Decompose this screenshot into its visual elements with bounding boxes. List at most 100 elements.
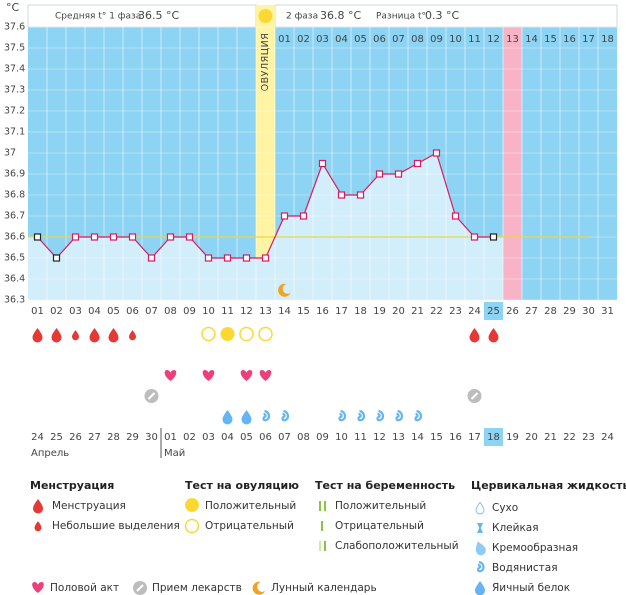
y-tick-label: 36.5 [4, 253, 25, 264]
x-tick-label: 26 [506, 306, 519, 317]
moon-icon [252, 581, 265, 595]
x-tick-label: 24 [468, 306, 481, 317]
x-tick-label: 28 [544, 306, 557, 317]
x-tick-label: 04 [88, 306, 101, 317]
cycle-day-label: 05 [354, 34, 367, 45]
temperature-point [432, 149, 441, 157]
date-label: 24 [601, 432, 614, 443]
temperature-point [147, 254, 156, 262]
egg-icon [475, 581, 485, 595]
legend-item: Сухо [492, 502, 518, 514]
legend-title: Тест на овуляцию [185, 479, 299, 492]
menstruation-icon [89, 328, 100, 343]
heart-icon [164, 370, 177, 381]
watery-icon [476, 560, 485, 573]
temperature-point [394, 170, 403, 178]
date-label: 01 [164, 432, 177, 443]
legend-item: Прием лекарств [152, 582, 242, 594]
heart-icon [259, 370, 272, 381]
pill-icon [133, 581, 147, 595]
cycle-day-label: 14 [525, 34, 538, 45]
legend-item: Положительный [205, 500, 296, 512]
date-label: 28 [107, 432, 120, 443]
y-tick-label: 37.4 [4, 64, 25, 75]
menstruation-icon [51, 328, 62, 343]
creamy-icon [475, 541, 486, 556]
cycle-day-label: 13 [506, 34, 519, 45]
watery-icon [281, 409, 290, 422]
dry-icon [475, 501, 485, 515]
x-tick-label: 19 [373, 306, 386, 317]
spotting-icon [72, 330, 79, 341]
date-label: 22 [563, 432, 576, 443]
watery-icon [395, 409, 404, 422]
heart-icon [240, 370, 253, 381]
date-label: 19 [506, 432, 519, 443]
watery-icon [338, 409, 347, 422]
x-tick-label: 18 [354, 306, 367, 317]
temperature-point [33, 233, 42, 241]
cycle-day-label: 17 [582, 34, 595, 45]
x-tick-label: 07 [145, 306, 158, 317]
ov-positive-icon [220, 327, 235, 341]
ov-negative-icon [201, 326, 216, 342]
temperature-point [470, 233, 479, 241]
date-label: 05 [240, 432, 253, 443]
legend-title: Цервикальная жидкость [471, 479, 626, 492]
x-tick-label: 15 [297, 306, 310, 317]
y-tick-label: 37.3 [4, 85, 25, 96]
x-tick-label: 10 [202, 306, 215, 317]
spotting-icon [129, 330, 136, 341]
pill-icon [144, 389, 159, 403]
x-tick-label: 11 [221, 306, 234, 317]
legend-item: Отрицательный [335, 520, 424, 532]
date-label: 20 [525, 432, 538, 443]
x-tick-label: 14 [278, 306, 291, 317]
legend-item: Кремообразная [492, 542, 578, 554]
ov-negative-icon [258, 326, 273, 342]
x-tick-label: 01 [31, 306, 44, 317]
y-tick-label: 37.1 [4, 127, 25, 138]
y-tick-label: 37.6 [4, 22, 25, 33]
y-tick-label: 36.9 [4, 169, 25, 180]
temperature-point [375, 170, 384, 178]
temperature-point [166, 233, 175, 241]
temperature-point [71, 233, 80, 241]
y-tick-label: 36.4 [4, 274, 25, 285]
x-tick-label: 27 [525, 306, 538, 317]
x-tick-label: 31 [601, 306, 614, 317]
egg-icon [222, 410, 233, 425]
watery-icon [357, 409, 366, 422]
date-label: 23 [582, 432, 595, 443]
watery-icon [414, 409, 423, 422]
cycle-day-label: 01 [278, 34, 291, 45]
y-tick-label: 36.7 [4, 211, 25, 222]
area [28, 153, 503, 300]
moon-icon [278, 283, 291, 297]
temperature-point [223, 254, 232, 262]
temperature-point [299, 212, 308, 220]
x-tick-label: 20 [392, 306, 405, 317]
x-tick-label: 12 [240, 306, 253, 317]
date-label: 25 [50, 432, 63, 443]
x-tick-label: 21 [411, 306, 424, 317]
temperature-point [337, 191, 346, 199]
temperature-point [280, 212, 289, 220]
cycle-day-label: 04 [335, 34, 348, 45]
date-label: 06 [259, 432, 272, 443]
y-tick-label: 37 [4, 148, 16, 159]
header-value: 0.3 °C [425, 9, 459, 22]
date-label: 04 [221, 432, 234, 443]
pill-icon [467, 389, 482, 403]
menstruation-icon [488, 328, 499, 343]
date-label: 26 [69, 432, 82, 443]
heart-icon [32, 582, 44, 593]
date-label: 24 [31, 432, 44, 443]
date-label: 10 [335, 432, 348, 443]
date-label: 16 [449, 432, 462, 443]
y-tick-label: 36.8 [4, 190, 25, 201]
temperature-point [451, 212, 460, 220]
ov-positive-icon [185, 498, 199, 512]
pregnancy-icons [319, 501, 326, 551]
